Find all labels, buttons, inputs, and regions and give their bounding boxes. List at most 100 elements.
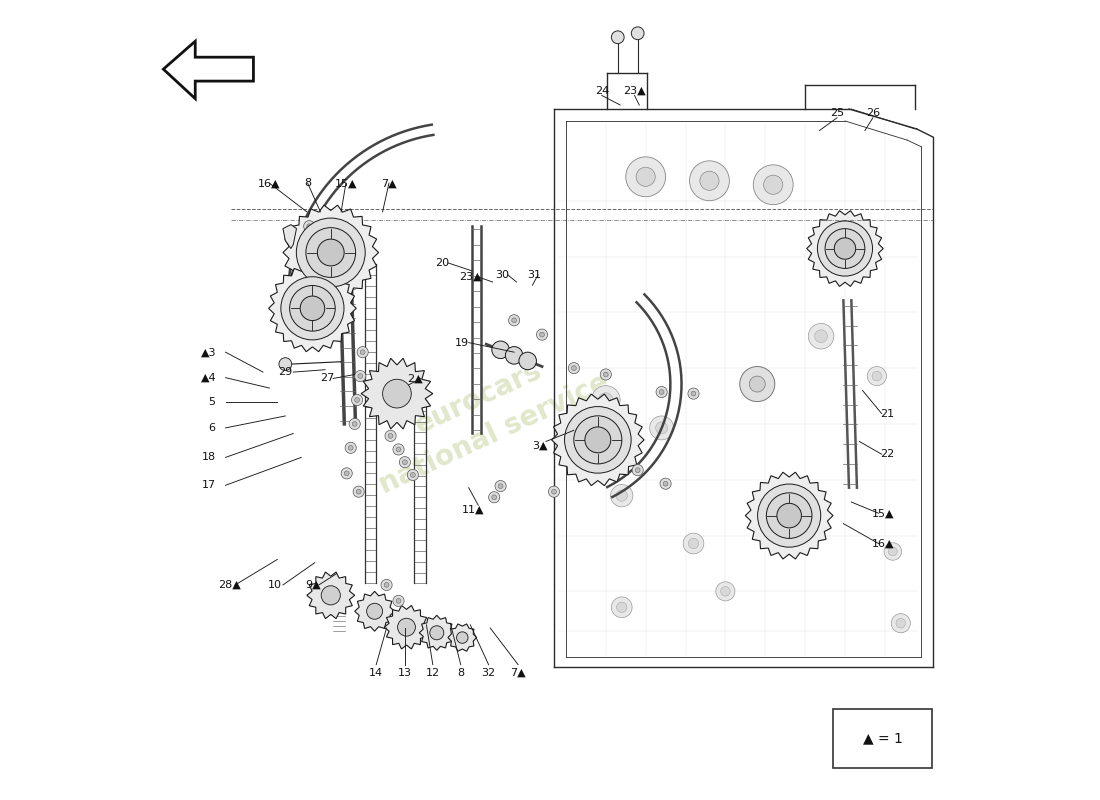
Circle shape — [279, 358, 292, 370]
Circle shape — [304, 221, 315, 232]
Circle shape — [549, 486, 560, 498]
Circle shape — [650, 416, 673, 440]
Circle shape — [720, 586, 730, 596]
Circle shape — [598, 393, 613, 407]
Circle shape — [403, 460, 407, 465]
Circle shape — [663, 482, 668, 486]
Text: eurocars
national service: eurocars national service — [359, 333, 614, 499]
Circle shape — [361, 350, 365, 354]
Circle shape — [280, 277, 344, 340]
Circle shape — [352, 394, 363, 406]
Circle shape — [551, 490, 557, 494]
Circle shape — [808, 323, 834, 349]
Circle shape — [564, 406, 631, 473]
Circle shape — [410, 473, 416, 478]
Circle shape — [512, 318, 517, 322]
Text: 11▲: 11▲ — [461, 504, 484, 514]
Text: 29: 29 — [278, 367, 293, 377]
Circle shape — [891, 614, 911, 633]
Circle shape — [321, 586, 340, 605]
Circle shape — [612, 31, 624, 44]
Circle shape — [834, 238, 856, 259]
Circle shape — [519, 352, 537, 370]
Circle shape — [889, 547, 898, 556]
Circle shape — [817, 221, 872, 276]
Circle shape — [656, 386, 668, 398]
Text: 19: 19 — [455, 338, 470, 347]
Circle shape — [749, 376, 766, 392]
Circle shape — [345, 442, 356, 454]
Circle shape — [381, 579, 393, 590]
Circle shape — [356, 490, 361, 494]
Text: 12: 12 — [426, 668, 440, 678]
Circle shape — [498, 484, 503, 489]
Circle shape — [407, 470, 418, 481]
Circle shape — [495, 481, 506, 492]
Circle shape — [393, 595, 404, 606]
Circle shape — [691, 391, 696, 396]
Circle shape — [385, 430, 396, 442]
Text: ▲4: ▲4 — [201, 373, 217, 382]
Circle shape — [884, 542, 902, 560]
Circle shape — [592, 386, 620, 414]
Text: 26: 26 — [866, 108, 880, 118]
Text: 28▲: 28▲ — [218, 580, 241, 590]
Polygon shape — [268, 265, 356, 352]
Circle shape — [867, 366, 887, 386]
Text: 25: 25 — [829, 108, 844, 118]
Text: 7▲: 7▲ — [510, 668, 526, 678]
Text: 5: 5 — [209, 398, 216, 407]
Text: 32: 32 — [482, 668, 496, 678]
Polygon shape — [283, 205, 378, 300]
Circle shape — [754, 165, 793, 205]
Circle shape — [358, 346, 368, 358]
Polygon shape — [746, 472, 833, 559]
Circle shape — [296, 218, 365, 287]
Circle shape — [508, 314, 519, 326]
Circle shape — [396, 447, 400, 452]
Circle shape — [300, 296, 324, 321]
Text: 6: 6 — [209, 423, 216, 433]
Text: 30: 30 — [495, 270, 509, 280]
Circle shape — [492, 341, 509, 358]
Text: 15▲: 15▲ — [872, 508, 894, 518]
Circle shape — [384, 582, 389, 587]
Text: ▲3: ▲3 — [201, 347, 217, 357]
Circle shape — [777, 503, 802, 528]
Text: 8: 8 — [458, 668, 464, 678]
Text: 23▲: 23▲ — [459, 271, 482, 282]
Circle shape — [306, 228, 355, 278]
Circle shape — [617, 602, 627, 613]
FancyBboxPatch shape — [833, 709, 932, 767]
Polygon shape — [806, 210, 883, 286]
Text: 15▲: 15▲ — [334, 178, 358, 188]
Circle shape — [574, 416, 622, 464]
Circle shape — [344, 471, 349, 476]
Polygon shape — [419, 615, 454, 650]
Circle shape — [659, 390, 664, 394]
Circle shape — [393, 444, 404, 455]
Circle shape — [456, 632, 468, 643]
Circle shape — [396, 598, 400, 603]
Polygon shape — [283, 225, 297, 249]
Text: 10: 10 — [268, 580, 282, 590]
Text: 9▲: 9▲ — [306, 580, 321, 590]
Circle shape — [690, 161, 729, 201]
Circle shape — [430, 626, 443, 640]
Text: 27: 27 — [320, 374, 334, 383]
Circle shape — [505, 346, 522, 364]
Text: 21: 21 — [880, 409, 894, 418]
Text: 16▲: 16▲ — [258, 178, 280, 188]
Circle shape — [349, 418, 361, 430]
Text: 24: 24 — [595, 86, 609, 96]
Circle shape — [341, 468, 352, 479]
Circle shape — [572, 366, 576, 370]
Polygon shape — [448, 624, 476, 651]
Text: 7▲: 7▲ — [381, 178, 397, 188]
Circle shape — [353, 486, 364, 498]
Circle shape — [636, 468, 640, 473]
Text: 16▲: 16▲ — [872, 538, 894, 549]
Circle shape — [739, 366, 774, 402]
Polygon shape — [384, 606, 429, 649]
Circle shape — [488, 492, 499, 503]
